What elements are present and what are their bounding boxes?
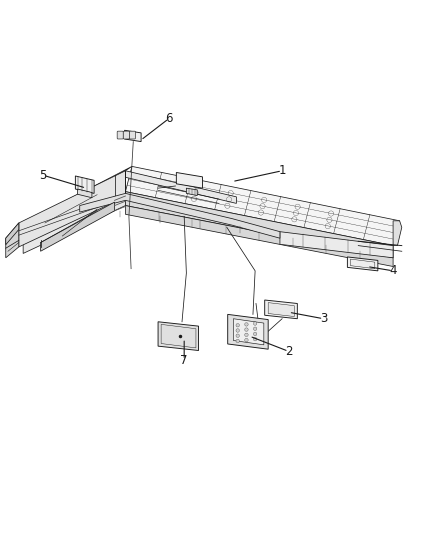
Text: 5: 5 xyxy=(39,168,46,182)
Polygon shape xyxy=(23,192,125,254)
Polygon shape xyxy=(80,193,280,238)
Circle shape xyxy=(253,327,257,330)
FancyBboxPatch shape xyxy=(129,131,135,139)
Text: 6: 6 xyxy=(165,112,173,125)
Polygon shape xyxy=(125,166,399,246)
Text: 7: 7 xyxy=(180,353,188,367)
Circle shape xyxy=(236,324,240,327)
Circle shape xyxy=(236,339,240,343)
FancyBboxPatch shape xyxy=(117,131,123,139)
Polygon shape xyxy=(233,319,264,345)
Polygon shape xyxy=(41,202,115,251)
Circle shape xyxy=(245,338,248,342)
Circle shape xyxy=(245,333,248,336)
Circle shape xyxy=(253,337,257,341)
Polygon shape xyxy=(19,166,132,230)
Polygon shape xyxy=(75,176,94,193)
Polygon shape xyxy=(177,173,202,188)
Circle shape xyxy=(236,334,240,337)
Polygon shape xyxy=(125,192,393,258)
Polygon shape xyxy=(78,189,92,198)
Polygon shape xyxy=(265,300,297,319)
Circle shape xyxy=(245,328,248,332)
Text: 4: 4 xyxy=(389,264,397,277)
Polygon shape xyxy=(186,188,197,196)
Polygon shape xyxy=(280,232,393,258)
Polygon shape xyxy=(124,130,141,142)
Polygon shape xyxy=(347,257,378,271)
Text: 2: 2 xyxy=(285,345,293,358)
Circle shape xyxy=(245,322,248,326)
Polygon shape xyxy=(158,322,198,351)
FancyBboxPatch shape xyxy=(123,131,129,139)
Polygon shape xyxy=(268,303,294,317)
Polygon shape xyxy=(6,223,19,245)
Polygon shape xyxy=(393,221,402,246)
Polygon shape xyxy=(19,171,125,247)
Polygon shape xyxy=(350,259,375,269)
Polygon shape xyxy=(6,223,19,258)
Polygon shape xyxy=(125,171,237,204)
Polygon shape xyxy=(125,206,393,266)
Text: 3: 3 xyxy=(320,312,327,325)
Polygon shape xyxy=(228,314,268,349)
Circle shape xyxy=(253,332,257,336)
Text: 1: 1 xyxy=(279,164,286,177)
Circle shape xyxy=(253,322,257,325)
Circle shape xyxy=(236,329,240,332)
